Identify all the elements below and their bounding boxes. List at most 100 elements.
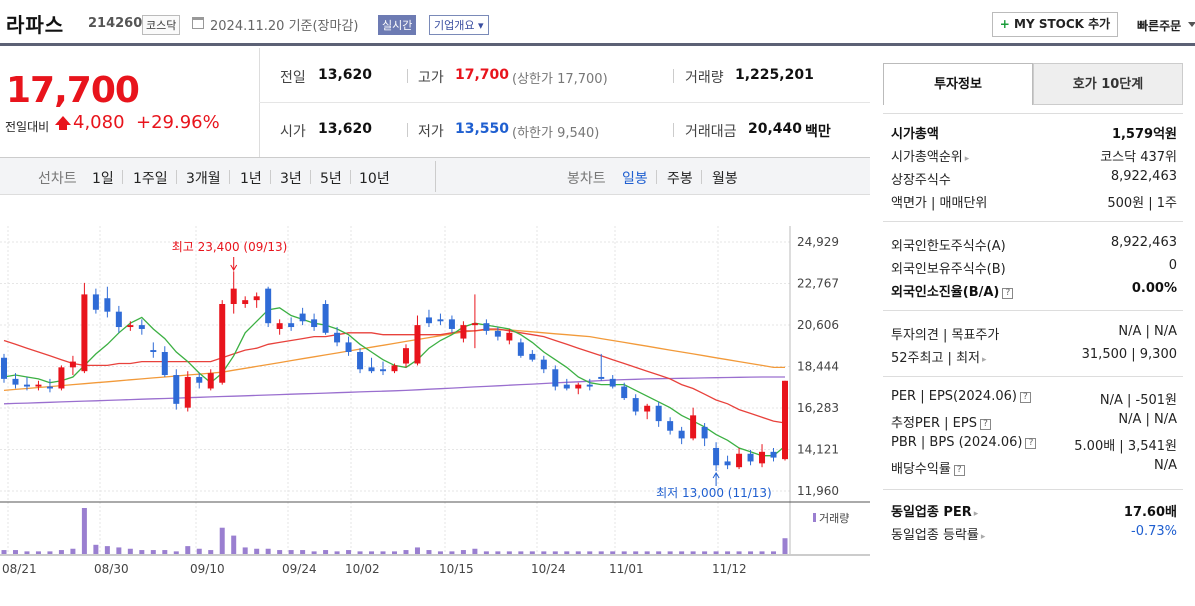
volume-bar bbox=[70, 548, 76, 554]
info-row: 시가총액 1,579억원 bbox=[891, 123, 1177, 143]
info-label: 외국인보유주식수(B) bbox=[891, 262, 1006, 277]
volume-bar bbox=[24, 551, 30, 554]
period-monthly[interactable]: 월봉 bbox=[712, 171, 738, 187]
volume-bar bbox=[208, 550, 214, 554]
volume-bar bbox=[93, 544, 99, 554]
open-label: 시가 bbox=[280, 124, 306, 140]
candle-body bbox=[173, 375, 180, 404]
stock-name[interactable]: 라파스 bbox=[6, 13, 65, 37]
candle-body bbox=[782, 380, 788, 460]
period-3months[interactable]: 3개월 bbox=[186, 171, 221, 187]
candle-body bbox=[345, 342, 352, 352]
info-label: PER | EPS(2024.06)? bbox=[891, 389, 1031, 404]
open-value: 13,620 bbox=[318, 121, 373, 137]
low-label: 저가 bbox=[418, 124, 444, 140]
info-value: 17.60배 bbox=[1123, 505, 1177, 520]
info-row[interactable]: 동일업종 등락률 ▸ -0.73% bbox=[891, 524, 1177, 544]
divider bbox=[310, 170, 311, 184]
volume-bar bbox=[564, 551, 570, 554]
info-row[interactable]: 외국인소진율(B/A)? 0.00% bbox=[891, 281, 1177, 301]
x-tick-label: 08/30 bbox=[94, 562, 129, 576]
info-label: 외국인소진율(B/A)? bbox=[891, 281, 1014, 300]
chart-period-toolbar: 선차트 1일 1주일 3개월 1년 3년 5년 10년 봉차트 일봉 주봉 월봉 bbox=[0, 158, 870, 195]
divider bbox=[656, 170, 657, 184]
realtime-button[interactable]: 실시간 bbox=[378, 15, 417, 35]
low-value: 13,550 bbox=[455, 121, 510, 137]
candle-body bbox=[678, 430, 685, 439]
period-1day[interactable]: 1일 bbox=[92, 171, 114, 187]
candle-body bbox=[701, 426, 708, 439]
volume-bar bbox=[150, 550, 156, 554]
help-icon[interactable]: ? bbox=[1025, 438, 1037, 449]
help-icon[interactable]: ? bbox=[1002, 288, 1014, 299]
candle-body bbox=[724, 461, 731, 466]
divider bbox=[883, 310, 1183, 311]
candle-body bbox=[207, 373, 214, 389]
stock-candle-chart[interactable]: 24,929 22,767 20,606 18,444 16,283 14,121 11,9… bbox=[0, 196, 870, 606]
quick-order-button[interactable]: 빠른주문 bbox=[1137, 19, 1182, 33]
x-tick-label: 09/24 bbox=[282, 562, 317, 576]
info-row[interactable]: 52주최고 | 최저 ▸ 31,500 | 9,300 bbox=[891, 347, 1177, 367]
divider bbox=[701, 170, 702, 184]
info-row[interactable]: PER | EPS(2024.06)? N/A | -501원 bbox=[891, 389, 1177, 409]
chevron-right-icon[interactable]: ▸ bbox=[973, 509, 979, 519]
period-daily[interactable]: 일봉 bbox=[622, 171, 648, 187]
info-row[interactable]: 추정PER | EPS? N/A | N/A bbox=[891, 412, 1177, 432]
price-panel: 17,700 전일대비 4,080 +29.96% 전일 13,620 고가 1… bbox=[0, 48, 870, 158]
period-10years[interactable]: 10년 bbox=[359, 171, 390, 187]
period-weekly[interactable]: 주봉 bbox=[667, 171, 693, 187]
info-row[interactable]: 동일업종 PER ▸ 17.60배 bbox=[891, 501, 1177, 521]
help-icon[interactable]: ? bbox=[953, 465, 965, 476]
volume-bar bbox=[518, 551, 524, 554]
chevron-right-icon[interactable]: ▸ bbox=[980, 532, 986, 542]
volume-bar bbox=[392, 551, 397, 554]
market-tag: 코스닥 bbox=[142, 15, 181, 35]
chevron-right-icon[interactable]: ▸ bbox=[982, 355, 987, 365]
tab-order-book[interactable]: 호가 10단계 bbox=[1033, 63, 1183, 105]
min-arrow-head bbox=[712, 472, 720, 479]
ma60-line bbox=[3, 329, 785, 392]
tab-investment-info[interactable]: 투자정보 bbox=[883, 63, 1033, 105]
volume-bar bbox=[449, 551, 455, 554]
info-row[interactable]: PBR | BPS (2024.06)? 5.00배 | 3,541원 bbox=[891, 435, 1177, 455]
volume-bar bbox=[265, 548, 271, 554]
info-row[interactable]: 배당수익률? N/A bbox=[891, 458, 1177, 478]
change-amount: 4,080 bbox=[73, 112, 125, 133]
info-label: 시가총액 bbox=[891, 127, 939, 142]
add-mystock-button[interactable]: + MY STOCK 추가 bbox=[992, 12, 1118, 37]
volume-bar bbox=[552, 551, 558, 554]
chevron-right-icon[interactable]: ▸ bbox=[964, 154, 970, 164]
candle-body bbox=[448, 319, 455, 329]
volume-bar bbox=[506, 551, 512, 554]
info-label: 상장주식수 bbox=[891, 173, 951, 188]
chevron-down-icon[interactable] bbox=[1188, 22, 1195, 27]
volume-bar bbox=[369, 551, 375, 554]
calendar-icon bbox=[192, 17, 204, 29]
candle-body bbox=[311, 319, 318, 328]
info-row[interactable]: 시가총액순위 ▸ 코스닥 437위 bbox=[891, 146, 1177, 166]
divider bbox=[176, 170, 177, 184]
candle-body bbox=[322, 303, 329, 333]
period-1week[interactable]: 1주일 bbox=[133, 171, 168, 187]
help-icon[interactable]: ? bbox=[979, 419, 991, 430]
candle-body bbox=[575, 384, 582, 389]
candle-body bbox=[288, 323, 295, 328]
candle-body bbox=[265, 288, 272, 324]
candle-body bbox=[402, 348, 409, 364]
volume-bar bbox=[104, 546, 110, 554]
candle-body bbox=[334, 332, 341, 343]
info-label: 배당수익률? bbox=[891, 458, 965, 477]
volume-bar bbox=[288, 550, 294, 554]
upper-limit: (상한가 17,700) bbox=[512, 72, 608, 87]
candle-body bbox=[747, 453, 754, 462]
volume-bar bbox=[47, 551, 53, 554]
candle-body bbox=[414, 325, 421, 364]
period-3years[interactable]: 3년 bbox=[280, 171, 302, 187]
help-icon[interactable]: ? bbox=[1019, 392, 1031, 403]
company-overview-button[interactable]: 기업개요 ▾ bbox=[429, 15, 489, 35]
stock-header: 라파스 214260 코스닥 2024.11.20 기준(장마감) 실시간 기업… bbox=[0, 0, 1195, 46]
period-5years[interactable]: 5년 bbox=[320, 171, 342, 187]
info-label: 외국인한도주식수(A) bbox=[891, 239, 1006, 254]
volume-bar bbox=[357, 551, 363, 554]
period-1year[interactable]: 1년 bbox=[240, 171, 262, 187]
